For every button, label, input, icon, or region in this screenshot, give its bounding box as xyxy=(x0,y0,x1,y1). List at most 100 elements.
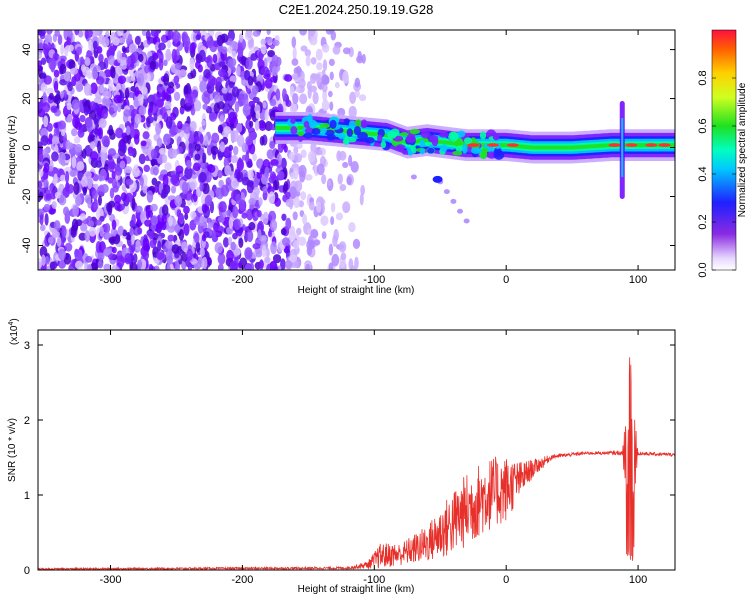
spectrogram-noise-cell xyxy=(181,31,189,42)
spectrogram-noise-cell xyxy=(84,57,91,67)
spectrogram-noise-cell xyxy=(269,140,276,150)
spectrogram-noise-cell xyxy=(265,248,270,258)
spectrogram-noise-cell xyxy=(172,30,181,44)
spectrogram-noise-cell xyxy=(103,248,112,256)
spectrogram-noise-cell xyxy=(277,170,285,180)
spectrogram-ridge-blob xyxy=(308,119,318,129)
spectrogram-noise-cell xyxy=(161,89,166,102)
spectrogram-ridge-blob xyxy=(452,150,463,156)
spectrogram-noise-cell xyxy=(144,64,150,74)
spectrogram-noise-cell xyxy=(356,55,364,64)
spectrogram-noise-cell xyxy=(174,62,182,70)
spectrogram-noise-cell xyxy=(229,260,238,270)
spectrogram-noise-cell xyxy=(74,143,83,153)
spectrogram-noise-cell xyxy=(125,125,131,136)
spectrogram-noise-cell xyxy=(337,173,343,185)
spectrogram-noise-cell xyxy=(81,175,88,188)
snr-panel: -300 -200 -100 0 100 0 1 2 3 Height of straight… xyxy=(7,318,676,595)
spectrogram-ridge-blob xyxy=(407,150,413,156)
spectrogram-noise-cell xyxy=(252,153,257,161)
spectrogram-noise-cell xyxy=(250,53,258,61)
spectrogram-noise-cell xyxy=(116,255,125,269)
spectrogram-ridge-blob xyxy=(470,147,482,154)
spectrogram-noise-cell xyxy=(288,198,294,210)
spectrogram-noise-cell xyxy=(74,30,80,36)
spectrogram-noise-cell xyxy=(321,99,330,112)
spectrogram-noise-cell xyxy=(214,242,223,254)
spectrogram-noise-cell xyxy=(228,81,235,89)
snr-x-tick-label: 100 xyxy=(629,574,647,586)
spectrogram-noise-cell xyxy=(170,174,179,186)
spectrogram-noise-cell xyxy=(66,37,72,46)
spectrogram-x-tick-label: -200 xyxy=(231,274,253,286)
spectrogram-noise-cell xyxy=(156,137,163,148)
spectrogram-noise-cell xyxy=(163,73,170,86)
spectrogram-noise-cell xyxy=(272,254,282,264)
spectrogram-noise-cell xyxy=(295,227,302,236)
spectrogram-noise-cell xyxy=(246,208,254,221)
spectrogram-noise-cell xyxy=(206,36,214,49)
spectrogram-noise-cell xyxy=(53,173,58,185)
spectrogram-ridge-blob xyxy=(319,122,330,129)
spectrogram-noise-cell xyxy=(148,264,154,270)
spectrogram-noise-cell xyxy=(249,143,256,155)
spectrogram-noise-cell xyxy=(165,116,173,129)
spectrogram-noise-cell xyxy=(234,101,240,113)
spectrogram-noise-cell xyxy=(71,128,78,137)
spectrogram-noise-cell xyxy=(308,30,316,37)
spectrogram-noise-cell xyxy=(173,75,180,84)
spectrogram-noise-cell xyxy=(201,256,208,270)
spectrogram-noise-cell xyxy=(58,195,67,206)
spectrogram-noise-cell xyxy=(299,93,308,105)
spectrogram-noise-cell xyxy=(57,120,67,130)
spectrogram-noise-cell xyxy=(164,162,172,171)
spectrogram-noise-cell xyxy=(237,157,243,169)
spectrogram-noise-cell xyxy=(227,46,233,54)
spectrogram-noise-cell xyxy=(302,213,307,225)
spectrogram-noise-cell xyxy=(39,169,44,177)
spectrogram-noise-cell xyxy=(98,126,103,140)
colorbar-label: Normalized spectral amplitude xyxy=(737,82,748,217)
spectrogram-noise-cell xyxy=(354,256,359,270)
spectrogram-noise-cell xyxy=(305,263,311,270)
spectrogram-noise-cell xyxy=(152,166,159,176)
spectrogram-noise-cell xyxy=(325,30,333,35)
spectrogram-noise-cell xyxy=(45,193,52,201)
spectrogram-noise-cell xyxy=(68,142,74,150)
spectrogram-noise-cell xyxy=(295,85,301,93)
spectrogram-y-tick-label: -40 xyxy=(21,238,33,254)
spectrogram-noise-cell xyxy=(121,132,127,140)
spectrogram-noise-cell xyxy=(59,63,67,75)
spectrogram-noise-cell xyxy=(309,73,317,85)
spectrogram-noise-cell xyxy=(178,69,187,77)
spectrogram-noise-cell xyxy=(189,42,196,54)
spectrogram-noise-cell xyxy=(306,239,315,251)
spectrogram-noise-cell xyxy=(161,188,169,198)
spectrogram-noise-cell xyxy=(293,196,300,209)
spectrogram-noise-cell xyxy=(95,219,102,226)
spectrogram-noise-cell xyxy=(62,186,70,199)
snr-x-tick-label: -100 xyxy=(363,574,385,586)
spectrogram-noise-cell xyxy=(224,165,232,176)
spectrogram-noise-cell xyxy=(131,213,136,227)
spectrogram-noise-cell xyxy=(110,66,116,79)
spectrogram-y-tick-label: 0 xyxy=(21,144,33,150)
spectrogram-noise-cell xyxy=(181,181,189,195)
spectrogram-noise-cell xyxy=(257,229,262,240)
spectrogram-noise-cell xyxy=(354,77,361,88)
spectrogram-noise-cell xyxy=(249,120,254,128)
spectrogram-frame xyxy=(37,29,676,271)
spectrogram-noise-cell xyxy=(255,250,263,258)
spectrogram-noise-cell xyxy=(42,102,51,113)
spectrogram-noise-cell xyxy=(194,232,200,244)
spectrogram-noise-cell xyxy=(161,214,167,226)
spectrogram-noise-cell xyxy=(44,256,50,265)
spectrogram-noise-cell xyxy=(135,205,143,214)
spectrogram-noise-cell xyxy=(307,150,316,163)
spectrogram-noise-cell xyxy=(84,194,92,204)
spectrogram-noise-cell xyxy=(281,88,287,101)
spectrogram-ridge-blob xyxy=(338,132,346,140)
spectrogram-noise-cell xyxy=(342,161,349,168)
spectrogram-noise-cell xyxy=(98,118,107,129)
spectrogram-ridge-blob xyxy=(470,137,477,144)
